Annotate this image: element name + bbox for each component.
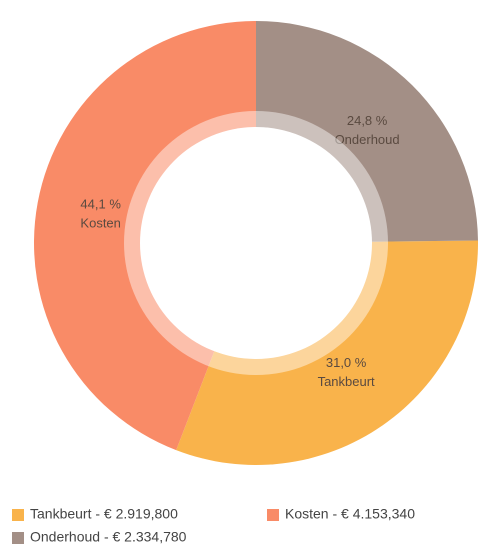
legend-text: Onderhoud - € 2.334,780	[30, 529, 187, 545]
slice-label: 44,1 %	[80, 197, 121, 212]
legend-swatch	[12, 509, 24, 521]
legend-swatch	[12, 532, 24, 544]
slice-label: Tankbeurt	[318, 374, 375, 389]
legend-text: Tankbeurt - € 2.919,800	[30, 506, 178, 522]
slice-label: 31,0 %	[326, 355, 367, 370]
legend-swatch	[267, 509, 279, 521]
donut-hole	[140, 127, 372, 359]
legend-text: Kosten - € 4.153,340	[285, 506, 415, 522]
slice-label: 24,8 %	[347, 113, 388, 128]
slice-label: Kosten	[80, 216, 120, 231]
slice-label: Onderhoud	[335, 132, 400, 147]
